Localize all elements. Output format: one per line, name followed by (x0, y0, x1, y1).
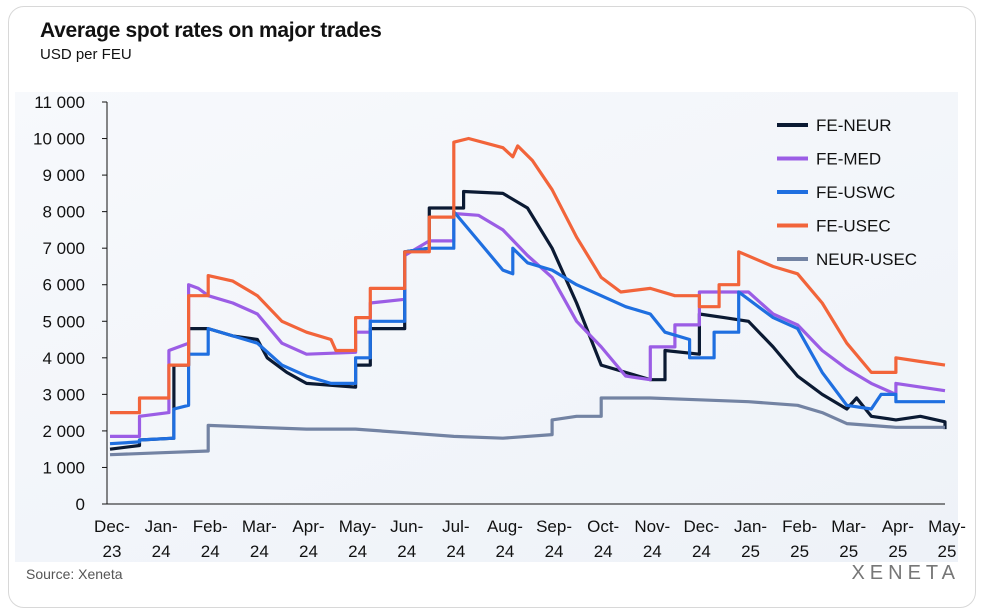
x-tick-label-month: Dec- (94, 517, 130, 536)
x-tick-label-month: Mar- (831, 517, 866, 536)
x-tick-label-month: Jun- (390, 517, 423, 536)
x-tick-label-month: Oct- (587, 517, 619, 536)
x-tick-label-year: 24 (594, 542, 613, 561)
series-line-fe-med (110, 211, 946, 438)
y-tick-label: 0 (76, 495, 85, 514)
x-tick-label-year: 25 (888, 542, 907, 561)
x-tick-label-month: Nov- (634, 517, 670, 536)
xeneta-logo: XENETA (851, 562, 960, 584)
x-tick-label-month: Aug- (487, 517, 523, 536)
chart-title: Average spot rates on major trades (40, 19, 382, 42)
x-tick-label-month: Jan- (145, 517, 178, 536)
x-tick-label-year: 25 (790, 542, 809, 561)
legend-label: FE-USEC (816, 217, 891, 236)
x-tick-label-year: 25 (938, 542, 957, 561)
chart-subtitle: USD per FEU (40, 46, 132, 63)
x-tick-label-year: 24 (152, 542, 171, 561)
x-tick-label-year: 24 (692, 542, 711, 561)
x-tick-label-month: Feb- (193, 517, 228, 536)
series-line-fe-uswc (109, 210, 945, 446)
y-tick-label: 3 000 (42, 385, 85, 404)
x-tick-label-month: Jan- (734, 517, 767, 536)
series-line-neur-usec (109, 396, 945, 457)
x-tick-label-month: Dec- (683, 517, 719, 536)
y-tick-label: 4 000 (42, 349, 85, 368)
y-tick-label: 6 000 (42, 276, 85, 295)
x-tick-label-year: 24 (545, 542, 564, 561)
y-tick-label: 10 000 (33, 130, 85, 149)
legend-label: FE-NEUR (816, 116, 892, 135)
y-tick-label: 9 000 (42, 166, 85, 185)
x-tick-label-year: 25 (741, 542, 760, 561)
x-tick-label-month: Feb- (782, 517, 817, 536)
legend-label: FE-MED (816, 150, 881, 169)
x-tick-label-year: 24 (397, 542, 416, 561)
legend-label: NEUR-USEC (816, 250, 917, 269)
x-tick-label-month: Apr- (292, 517, 324, 536)
x-tick-label-year: 24 (348, 542, 367, 561)
x-tick-label-month: May- (928, 517, 966, 536)
x-tick-label-month: May- (339, 517, 377, 536)
y-tick-label: 2 000 (42, 422, 85, 441)
x-tick-label-year: 24 (201, 542, 220, 561)
y-tick-label: 11 000 (34, 93, 85, 112)
x-tick-label-year: 24 (250, 542, 269, 561)
x-tick-label-year: 24 (643, 542, 662, 561)
y-tick-label: 8 000 (42, 203, 85, 222)
x-tick-label-year: 24 (299, 542, 318, 561)
x-tick-label-month: Jul- (442, 517, 469, 536)
legend-label: FE-USWC (816, 183, 895, 202)
y-tick-label: 7 000 (42, 239, 85, 258)
y-tick-label: 1 000 (42, 458, 85, 477)
x-tick-label-year: 24 (495, 542, 514, 561)
y-tick-label: 5 000 (42, 312, 85, 331)
series-line-fe-usec (110, 136, 946, 415)
x-tick-label-year: 23 (103, 542, 122, 561)
x-tick-label-month: Apr- (882, 517, 914, 536)
x-tick-label-month: Mar- (242, 517, 277, 536)
x-tick-label-year: 25 (839, 542, 858, 561)
source-note: Source: Xeneta (26, 566, 123, 582)
x-tick-label-year: 24 (446, 542, 465, 561)
x-tick-label-month: Sep- (536, 517, 572, 536)
line-chart: 0 1 000 2 000 3 000 4 000 5 000 6 000 7 000 8 00… (33, 93, 966, 561)
